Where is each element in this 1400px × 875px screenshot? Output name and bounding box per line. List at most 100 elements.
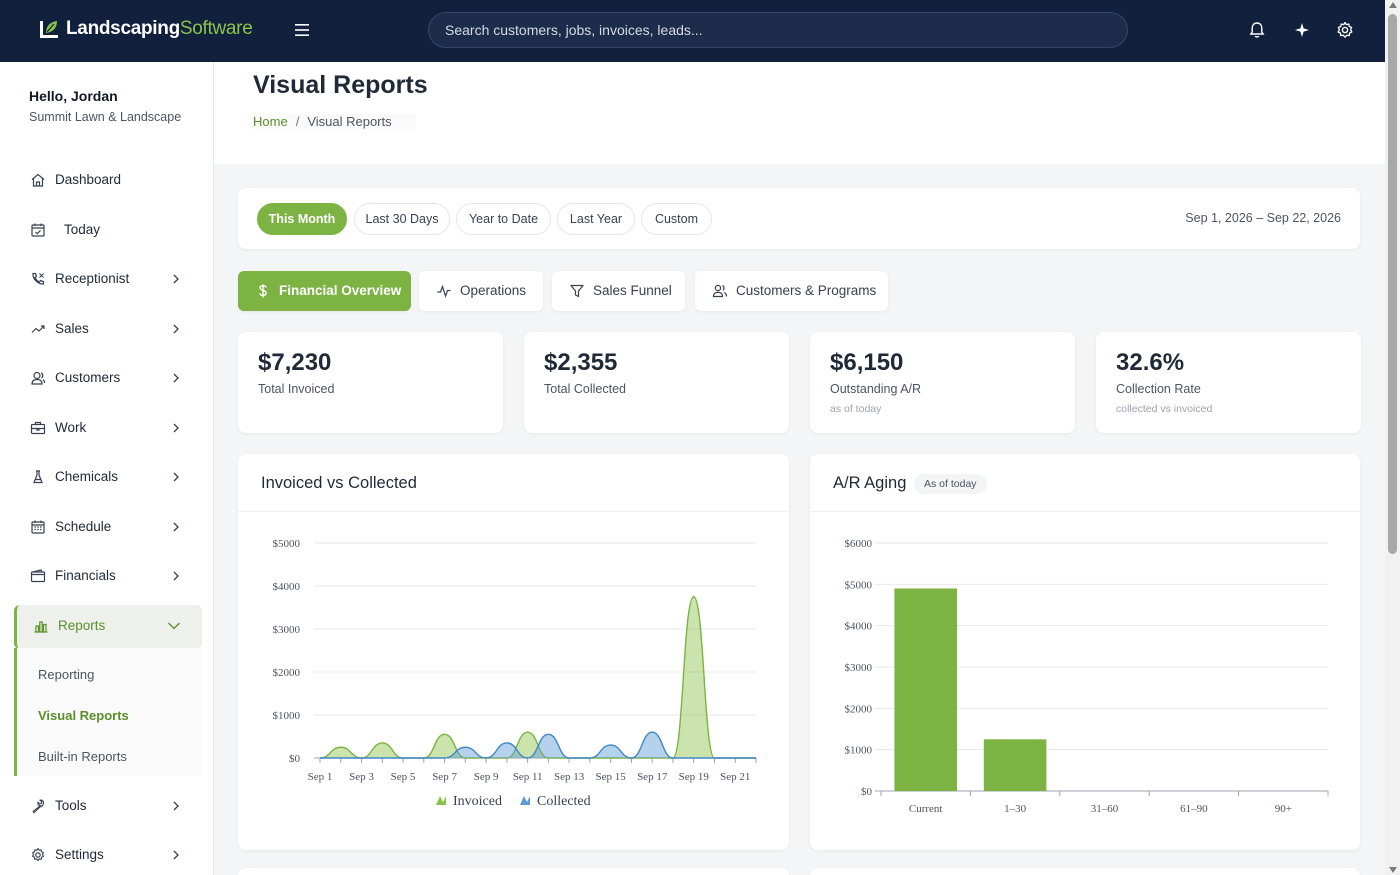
chevron-right-icon <box>173 423 179 433</box>
kpi-label: Total Collected <box>544 382 626 396</box>
sidebar-item-label: Today <box>64 222 101 237</box>
kpi-value: $2,355 <box>544 349 618 376</box>
y-tick-label: $5000 <box>845 579 873 591</box>
y-tick-label: $1000 <box>845 745 873 757</box>
reports-submenu <box>17 648 202 776</box>
chart-title: A/R Aging <box>833 474 907 492</box>
range-this-month-button[interactable]: This Month <box>257 203 347 235</box>
scroll-down-arrow-icon[interactable] <box>1389 867 1397 873</box>
y-tick-label: $0 <box>289 753 301 765</box>
dollar-icon <box>259 284 267 298</box>
sidebar-item-sales[interactable]: Sales <box>14 308 202 352</box>
x-tick-label: Sep 5 <box>391 771 416 783</box>
global-search <box>428 12 1128 48</box>
range-year-to-date-button[interactable]: Year to Date <box>456 203 551 235</box>
legend-swatch <box>520 796 530 805</box>
sparkle-ai-icon[interactable] <box>1292 20 1312 40</box>
series-line-invoiced <box>319 596 756 759</box>
x-tick-label: Sep 11 <box>513 771 543 783</box>
sidebar-item-label: Reports <box>58 618 106 633</box>
next-chart-card <box>238 868 789 875</box>
trending-up-icon <box>31 325 45 333</box>
page-title: Visual Reports <box>253 71 428 99</box>
range-custom-button[interactable]: Custom <box>641 203 712 235</box>
y-tick-label: $5000 <box>273 538 301 550</box>
sidebar-item-dashboard[interactable]: Dashboard <box>14 159 202 203</box>
x-category-label: 31–60 <box>1091 803 1119 815</box>
page-scrollbar[interactable] <box>1385 0 1400 875</box>
user-greeting: Hello, Jordan <box>29 88 118 104</box>
date-range-filter: This Month Last 30 Days Year to Date Las… <box>238 188 1360 249</box>
bell-icon[interactable] <box>1247 20 1267 40</box>
kpi-total-invoiced: $7,230 Total Invoiced <box>238 332 503 433</box>
submenu-item-built-in-reports[interactable]: Built-in Reports <box>38 749 127 764</box>
kpi-value: $6,150 <box>830 349 904 376</box>
x-tick-label: Sep 19 <box>679 771 710 783</box>
kpi-subtext: as of today <box>830 403 882 415</box>
scroll-thumb[interactable] <box>1388 14 1397 554</box>
sidebar-item-label: Sales <box>55 321 89 336</box>
tab-customers-programs[interactable]: Customers & Programs <box>695 271 888 311</box>
series-area-invoiced <box>320 596 756 758</box>
sidebar-item-schedule[interactable]: Schedule <box>14 506 202 550</box>
hamburger-menu-icon[interactable] <box>292 20 312 40</box>
sidebar-item-tools[interactable]: Tools <box>14 785 202 829</box>
chevron-right-icon <box>173 522 179 532</box>
chart-divider <box>810 511 1360 512</box>
chevron-right-icon <box>173 274 179 284</box>
funnel-icon <box>570 284 584 298</box>
submenu-rail <box>14 648 17 776</box>
y-tick-label: $3000 <box>273 624 301 636</box>
sidebar-item-settings[interactable]: Settings <box>14 834 202 875</box>
sidebar-item-label: Tools <box>55 798 87 813</box>
flask-icon <box>33 470 43 484</box>
breadcrumb-separator: / <box>295 114 300 129</box>
phone-icon <box>32 272 45 285</box>
kpi-total-collected: $2,355 Total Collected <box>524 332 789 433</box>
legend-label: Collected <box>537 794 591 809</box>
next-chart-card <box>810 868 1360 875</box>
chevron-right-icon <box>173 801 179 811</box>
search-input[interactable] <box>429 13 1127 47</box>
sidebar-item-today[interactable]: Today <box>14 209 202 253</box>
tab-label: Operations <box>460 283 527 298</box>
x-tick-label: Sep 21 <box>720 771 750 783</box>
sidebar-item-financials[interactable]: Financials <box>14 555 202 599</box>
legend-swatch <box>436 796 446 805</box>
chevron-right-icon <box>173 472 179 482</box>
sidebar-item-chemicals[interactable]: Chemicals <box>14 456 202 500</box>
company-name: Summit Lawn & Landscape <box>29 110 182 124</box>
sidebar-item-receptionist[interactable]: Receptionist <box>14 258 202 302</box>
submenu-item-reporting[interactable]: Reporting <box>38 667 95 682</box>
chart-divider <box>238 511 789 512</box>
x-tick-label: Sep 1 <box>308 771 333 783</box>
chart-title: Invoiced vs Collected <box>261 474 417 492</box>
tab-operations[interactable]: Operations <box>419 271 543 311</box>
wrench-icon <box>32 799 45 813</box>
sidebar-item-label: Dashboard <box>55 172 122 187</box>
sidebar-item-work[interactable]: Work <box>14 407 202 451</box>
y-tick-label: $6000 <box>845 538 873 550</box>
ar-aging-card: A/R Aging As of today $0 $1000 $2000 $3000 $… <box>810 454 1360 850</box>
chevron-right-icon <box>173 324 179 334</box>
submenu-item-visual-reports[interactable]: Visual Reports <box>38 708 129 723</box>
brand-logo-link[interactable]: Landscaping Software <box>38 18 253 40</box>
sidebar-item-customers[interactable]: Customers <box>14 357 202 401</box>
range-last-30-days-button[interactable]: Last 30 Days <box>354 203 450 235</box>
breadcrumb-home-link[interactable]: Home <box>253 114 288 129</box>
x-tick-label: Sep 17 <box>637 771 668 783</box>
tab-sales-funnel[interactable]: Sales Funnel <box>552 271 685 311</box>
legend-label: Invoiced <box>453 794 502 809</box>
tab-financial-overview[interactable]: Financial Overview <box>238 271 411 311</box>
range-last-year-button[interactable]: Last Year <box>557 203 635 235</box>
sidebar-item-reports[interactable]: Reports <box>14 605 202 649</box>
x-category-label: Current <box>909 803 943 815</box>
series-area-collected <box>320 732 756 758</box>
gear-icon <box>31 847 45 862</box>
gear-icon[interactable] <box>1335 20 1355 40</box>
page-header: Visual Reports Home / Visual Reports <box>214 62 1385 164</box>
leaf-logo-icon <box>40 21 58 38</box>
invoiced-vs-collected-chart: $0 $1000 $2000 $3000 $4000 $5000 Sep 1 Sep 3 Sep… <box>273 538 757 809</box>
scroll-up-arrow-icon[interactable] <box>1389 2 1397 8</box>
kpi-outstanding-ar: $6,150 Outstanding A/R as of today <box>810 332 1075 433</box>
